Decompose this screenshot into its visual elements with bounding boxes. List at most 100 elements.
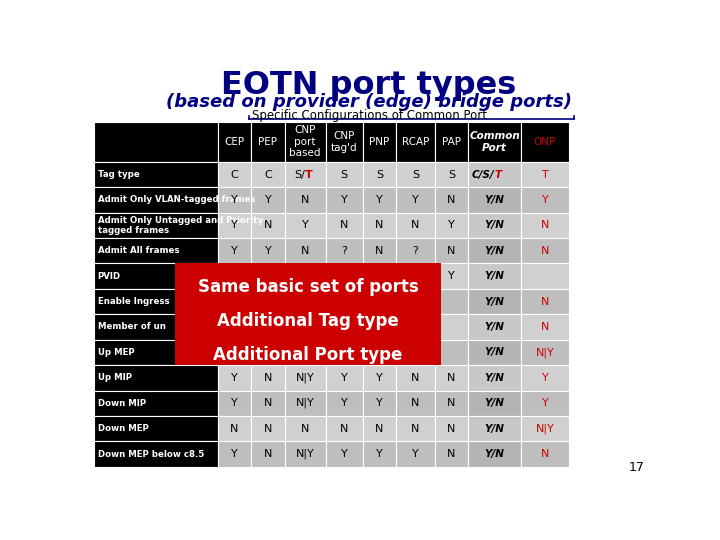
Text: N: N [375, 246, 384, 256]
Bar [251, 441, 284, 467]
Bar [468, 122, 521, 162]
Bar [94, 441, 218, 467]
Bar [396, 162, 435, 187]
Bar [284, 314, 325, 340]
Bar [468, 162, 521, 187]
Bar [218, 238, 251, 264]
Text: S: S [376, 170, 383, 179]
Bar [251, 238, 284, 264]
Text: N|Y: N|Y [536, 347, 554, 357]
Bar [218, 122, 251, 162]
Bar [396, 213, 435, 238]
Text: ONP: ONP [534, 137, 556, 147]
Text: ?: ? [341, 246, 347, 256]
Bar [251, 416, 284, 441]
Text: N: N [411, 220, 420, 231]
Bar [251, 213, 284, 238]
Bar [468, 213, 521, 238]
Bar [251, 122, 284, 162]
Text: Y: Y [302, 271, 308, 281]
Bar [435, 390, 468, 416]
Bar [468, 390, 521, 416]
Text: Y/N: Y/N [485, 195, 505, 205]
Text: (based on provider (edge) bridge ports): (based on provider (edge) bridge ports) [166, 93, 572, 111]
Bar [435, 289, 468, 314]
Text: Y: Y [541, 398, 549, 408]
Text: Down MEP: Down MEP [98, 424, 148, 433]
Bar [325, 365, 363, 390]
Text: Y/N: Y/N [485, 373, 505, 383]
Bar [284, 365, 325, 390]
Bar [521, 314, 569, 340]
Text: N: N [411, 373, 420, 383]
Text: N|Y: N|Y [296, 398, 315, 408]
Text: N: N [411, 398, 420, 408]
Text: Y/N: Y/N [485, 423, 505, 434]
Text: Y: Y [448, 271, 455, 281]
Text: C/S/: C/S/ [472, 170, 495, 179]
Bar [94, 264, 218, 289]
Bar [521, 213, 569, 238]
Bar [396, 314, 435, 340]
Text: Y: Y [376, 398, 383, 408]
Text: N: N [375, 220, 384, 231]
Text: N: N [541, 296, 549, 307]
Bar [325, 390, 363, 416]
Bar [435, 238, 468, 264]
Text: N: N [340, 220, 348, 231]
Bar [218, 416, 251, 441]
Bar [284, 416, 325, 441]
Bar [284, 187, 325, 213]
Bar [521, 162, 569, 187]
Bar [284, 122, 325, 162]
Bar [468, 441, 521, 467]
Bar [468, 340, 521, 365]
Text: CNP
tag'd: CNP tag'd [331, 131, 358, 153]
Bar [284, 213, 325, 238]
Bar [363, 340, 396, 365]
Text: CNP
port
based: CNP port based [289, 125, 321, 158]
Bar [363, 289, 396, 314]
Bar [175, 264, 441, 365]
Text: Y: Y [541, 195, 549, 205]
Bar [363, 441, 396, 467]
Text: Y: Y [341, 195, 348, 205]
Text: Admit Only Untagged and Priority-
tagged frames: Admit Only Untagged and Priority- tagged… [98, 216, 266, 235]
Bar [94, 122, 218, 162]
Bar [94, 314, 218, 340]
Bar [284, 289, 325, 314]
Bar [218, 340, 251, 365]
Bar [521, 289, 569, 314]
Text: Enable Ingress: Enable Ingress [98, 297, 169, 306]
Text: Additional Tag type: Additional Tag type [217, 312, 399, 330]
Bar [363, 314, 396, 340]
Bar [284, 162, 325, 187]
Bar [435, 187, 468, 213]
Bar [521, 340, 569, 365]
Bar [94, 390, 218, 416]
Text: Y: Y [231, 246, 238, 256]
Bar [521, 187, 569, 213]
Bar [325, 264, 363, 289]
Text: N: N [447, 246, 456, 256]
Text: S/: S/ [294, 170, 305, 179]
Bar [396, 238, 435, 264]
Bar [396, 340, 435, 365]
Text: C: C [230, 170, 238, 179]
Bar [363, 416, 396, 441]
Text: S: S [412, 170, 419, 179]
Bar [435, 162, 468, 187]
Bar [363, 122, 396, 162]
Bar [325, 416, 363, 441]
Text: Y: Y [231, 271, 238, 281]
Bar [363, 162, 396, 187]
Text: N: N [230, 423, 239, 434]
Bar [94, 289, 218, 314]
Text: N: N [264, 398, 272, 408]
Text: Y: Y [231, 373, 238, 383]
Text: Y: Y [231, 449, 238, 459]
Bar [521, 441, 569, 467]
Text: N: N [264, 373, 272, 383]
Bar [468, 238, 521, 264]
Bar [284, 390, 325, 416]
